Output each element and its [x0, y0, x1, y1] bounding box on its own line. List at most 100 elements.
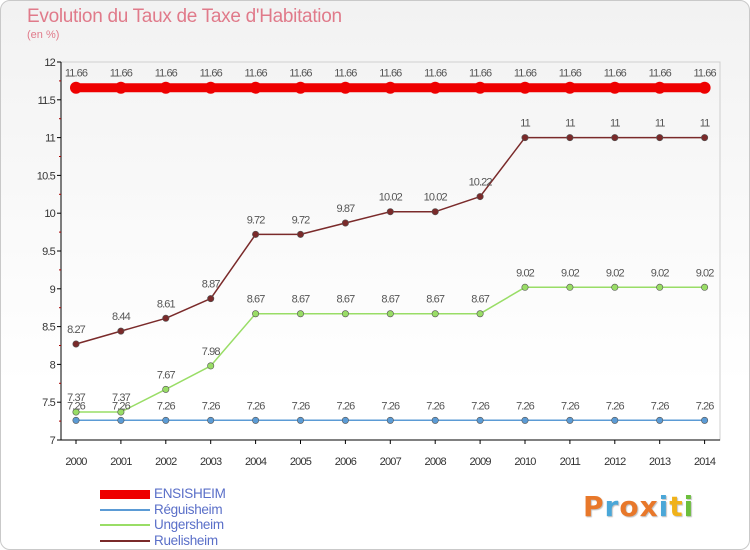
data-label-ensisheim: 11.66 — [379, 68, 402, 80]
legend-swatch — [100, 490, 150, 499]
logo-letter: t — [669, 490, 684, 523]
data-point-reguisheim — [476, 416, 484, 424]
data-point-ruelisheim — [431, 208, 439, 216]
x-tick-label: 2005 — [290, 456, 312, 468]
data-point-ensisheim — [653, 81, 666, 94]
logo-letter: r — [604, 490, 620, 523]
data-label-ungersheim: 8.67 — [381, 294, 400, 306]
chart-subtitle: (en %) — [27, 29, 60, 41]
logo-letter: i — [658, 490, 670, 523]
data-point-reguisheim — [296, 416, 304, 424]
data-label-ruelisheim: 9.87 — [336, 203, 355, 215]
data-label-reguisheim: 7.26 — [67, 400, 86, 412]
data-point-ensisheim — [204, 81, 217, 94]
data-point-ensisheim — [114, 81, 127, 94]
x-tick-label: 2009 — [469, 456, 491, 468]
y-tick-label: 8 — [50, 359, 56, 371]
logo-letter: P — [583, 490, 605, 523]
data-label-ensisheim: 11.66 — [244, 68, 267, 80]
legend-swatch — [100, 524, 150, 526]
x-tick-label: 2012 — [604, 456, 626, 468]
data-label-ruelisheim: 11 — [520, 118, 530, 130]
y-tick-label: 10.5 — [37, 170, 56, 182]
data-point-ungersheim — [341, 310, 349, 318]
x-tick-label: 2014 — [694, 456, 716, 468]
data-label-reguisheim: 7.26 — [247, 400, 266, 412]
data-label-ruelisheim: 10.02 — [424, 192, 448, 204]
data-label-ensisheim: 11.66 — [334, 68, 357, 80]
legend-swatch — [100, 508, 150, 511]
x-tick-label: 2008 — [425, 456, 447, 468]
data-label-ruelisheim: 10.02 — [379, 192, 403, 204]
y-tick-label: 8.5 — [42, 322, 56, 334]
data-label-ensisheim: 11.66 — [469, 68, 492, 80]
data-point-ruelisheim — [656, 134, 664, 142]
data-point-reguisheim — [386, 416, 394, 424]
data-point-ruelisheim — [117, 327, 125, 335]
data-label-ungersheim: 9.02 — [516, 267, 535, 279]
x-tick-label: 2001 — [110, 456, 132, 468]
data-point-reguisheim — [117, 416, 125, 424]
data-label-ruelisheim: 9.72 — [292, 214, 311, 226]
y-tick-label: 11 — [45, 133, 56, 145]
data-point-ungersheim — [431, 310, 439, 318]
data-label-ensisheim: 11.66 — [693, 68, 716, 80]
data-label-ungersheim: 9.02 — [696, 267, 715, 279]
legend-label: Ruelisheim — [154, 532, 218, 548]
legend-label: Ungersheim — [154, 517, 224, 532]
logo-letter: o — [619, 490, 640, 523]
data-point-ungersheim — [72, 408, 80, 416]
data-point-ungersheim — [207, 362, 215, 370]
data-label-ungersheim: 7.98 — [202, 346, 221, 358]
data-point-ruelisheim — [72, 340, 80, 348]
data-label-reguisheim: 7.26 — [471, 400, 490, 412]
data-point-reguisheim — [341, 416, 349, 424]
data-label-ensisheim: 11.66 — [604, 68, 627, 80]
y-tick-label: 10 — [44, 208, 55, 220]
data-point-ungersheim — [566, 283, 574, 291]
legend-label: ENSISHEIM — [154, 486, 226, 501]
data-label-ensisheim: 11.66 — [65, 68, 88, 80]
data-label-reguisheim: 7.26 — [426, 400, 445, 412]
data-point-reguisheim — [656, 416, 664, 424]
data-point-ensisheim — [519, 81, 531, 94]
legend-label: Réguisheim — [154, 501, 223, 517]
data-point-ungersheim — [611, 283, 619, 291]
data-label-reguisheim: 7.26 — [112, 400, 131, 412]
data-point-ruelisheim — [341, 219, 349, 227]
data-point-reguisheim — [207, 416, 215, 424]
logo-letter: x — [639, 490, 659, 523]
data-label-ungersheim: 7.37 — [67, 392, 86, 404]
data-point-ruelisheim — [566, 134, 574, 142]
data-label-ruelisheim: 11 — [655, 118, 665, 130]
data-label-reguisheim: 7.26 — [606, 400, 625, 412]
data-label-ensisheim: 11.66 — [514, 68, 537, 80]
data-label-reguisheim: 7.26 — [561, 400, 580, 412]
y-tick-label: 7 — [50, 435, 56, 447]
data-point-ungersheim — [296, 310, 304, 318]
data-label-ruelisheim: 11 — [565, 118, 575, 130]
data-point-ruelisheim — [252, 230, 260, 238]
data-point-ensisheim — [70, 81, 82, 94]
data-point-ungersheim — [476, 310, 484, 318]
data-label-ungersheim: 7.37 — [112, 392, 131, 404]
data-label-ruelisheim: 8.27 — [67, 324, 86, 336]
data-label-ungersheim: 9.02 — [651, 267, 670, 279]
data-label-reguisheim: 7.26 — [157, 400, 176, 412]
data-point-reguisheim — [162, 416, 170, 424]
data-label-reguisheim: 7.26 — [336, 400, 355, 412]
x-tick-label: 2007 — [380, 456, 402, 468]
data-point-ruelisheim — [207, 295, 215, 303]
x-tick-label: 2013 — [649, 456, 671, 468]
data-point-ruelisheim — [386, 208, 394, 216]
y-tick-label: 7.5 — [42, 397, 56, 409]
data-label-reguisheim: 7.26 — [696, 400, 715, 412]
data-label-ensisheim: 11.66 — [649, 68, 672, 80]
data-label-reguisheim: 7.26 — [381, 400, 400, 412]
data-label-ruelisheim: 10.22 — [469, 177, 493, 189]
data-label-reguisheim: 7.26 — [292, 400, 311, 412]
data-point-ruelisheim — [701, 134, 709, 142]
data-label-ruelisheim: 9.72 — [247, 214, 266, 226]
data-label-ruelisheim: 8.87 — [202, 279, 221, 291]
data-label-ungersheim: 8.67 — [426, 294, 445, 306]
